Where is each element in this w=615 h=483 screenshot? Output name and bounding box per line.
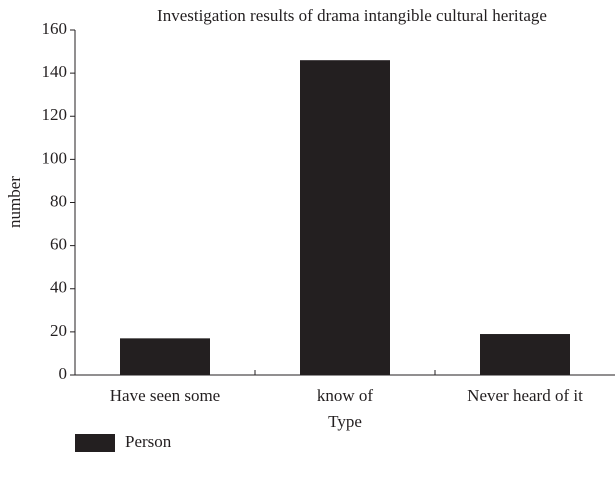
y-tick-label: 40 [50, 278, 67, 297]
x-tick-label: Never heard of it [467, 386, 583, 405]
legend-label: Person [125, 432, 172, 451]
bar [480, 334, 570, 375]
x-tick-label: Have seen some [110, 386, 220, 405]
x-tick-label: know of [317, 386, 374, 405]
y-tick-label: 140 [42, 62, 68, 81]
chart-title: Investigation results of drama intangibl… [157, 6, 547, 25]
y-tick-label: 160 [42, 19, 68, 38]
y-tick-label: 80 [50, 191, 67, 210]
y-tick-label: 20 [50, 321, 67, 340]
y-tick-label: 120 [42, 105, 68, 124]
y-axis-label: number [5, 176, 24, 228]
y-tick-label: 100 [42, 148, 68, 167]
bar [120, 338, 210, 375]
y-tick-label: 0 [59, 364, 68, 383]
y-tick-label: 60 [50, 235, 67, 254]
legend-swatch [75, 434, 115, 452]
x-axis-label: Type [328, 412, 362, 431]
bar [300, 60, 390, 375]
